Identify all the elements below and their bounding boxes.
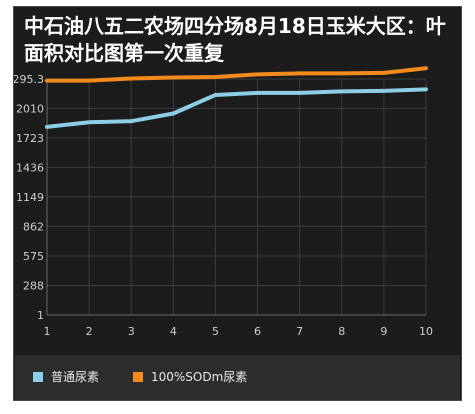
y-tick-label: 1723 [16,132,44,145]
y-tick-label: 575 [23,250,44,263]
y-tick-label: 1149 [16,191,44,204]
x-tick-label: 2 [86,325,93,338]
x-tick-label: 1 [44,325,51,338]
legend-label: 普通尿素 [51,370,100,384]
x-tick-label: 3 [128,325,135,338]
x-tick-label: 7 [296,325,303,338]
series-line-1 [45,66,428,83]
legend: 普通尿素 100%SODm尿素 [15,355,460,400]
y-tick-label: 2295.3 [14,73,44,86]
y-tick-label: 1436 [16,161,44,174]
x-tick-label: 10 [419,325,433,338]
legend-swatch [33,371,43,382]
legend-label: 100%SODm尿素 [151,370,248,384]
y-tick-label: 1 [37,309,44,322]
legend-item: 100%SODm尿素 [133,368,247,385]
y-tick-label: 288 [23,279,44,292]
legend-swatch [133,371,143,382]
x-tick-label: 9 [380,325,387,338]
series-line-0 [45,87,428,129]
x-tick-label: 8 [338,325,345,338]
x-tick-label: 5 [212,325,219,338]
y-tick-label: 2010 [16,102,44,115]
plot-area: 2295.3 2010 1723 1436 1149 862 575 288 11 2 3 4 5 6 7 8… [14,66,433,338]
chart-title: 中石油八五二农场四分场8月18日玉米大区：叶面积对比图第一次重复 [24,14,446,65]
x-tick-label: 4 [170,325,177,338]
chart-frame: 中石油八五二农场四分场8月18日玉米大区：叶面积对比图第一次重复 2295.32… [13,6,462,401]
y-tick-label: 862 [23,220,44,233]
x-tick-label: 6 [254,325,261,338]
legend-item: 普通尿素 [33,368,99,385]
